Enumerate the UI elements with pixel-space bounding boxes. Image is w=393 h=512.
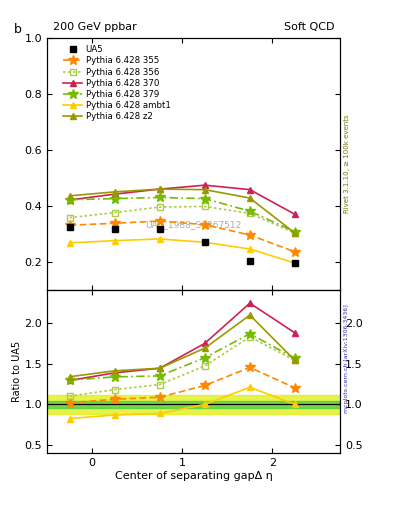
UA5	[67, 224, 72, 230]
Pythia 6.428 379	[202, 196, 207, 202]
Pythia 6.428 379	[67, 197, 72, 203]
Line: Pythia 6.428 379: Pythia 6.428 379	[65, 193, 300, 237]
Text: Rivet 3.1.10, ≥ 100k events: Rivet 3.1.10, ≥ 100k events	[344, 115, 350, 213]
UA5	[158, 226, 162, 232]
Pythia 6.428 356	[292, 230, 297, 236]
Pythia 6.428 ambt1	[248, 246, 252, 252]
Pythia 6.428 356	[202, 203, 207, 209]
Pythia 6.428 ambt1	[292, 260, 297, 266]
Pythia 6.428 356	[248, 210, 252, 217]
Text: mcplots.cern.ch [arXiv:1306.3436]: mcplots.cern.ch [arXiv:1306.3436]	[344, 304, 349, 413]
Pythia 6.428 370	[112, 191, 117, 197]
Line: UA5: UA5	[66, 223, 298, 267]
Pythia 6.428 370	[248, 186, 252, 193]
Line: Pythia 6.428 355: Pythia 6.428 355	[65, 216, 300, 257]
Pythia 6.428 z2	[202, 186, 207, 193]
UA5	[202, 239, 207, 245]
Line: Pythia 6.428 356: Pythia 6.428 356	[67, 204, 298, 236]
Pythia 6.428 ambt1	[202, 239, 207, 245]
Y-axis label: Ratio to UA5: Ratio to UA5	[12, 341, 22, 402]
Pythia 6.428 355	[202, 222, 207, 228]
Pythia 6.428 ambt1	[158, 236, 162, 242]
Pythia 6.428 379	[158, 195, 162, 201]
Line: Pythia 6.428 370: Pythia 6.428 370	[66, 182, 298, 218]
Pythia 6.428 370	[67, 197, 72, 203]
Text: b: b	[14, 23, 22, 36]
Pythia 6.428 ambt1	[67, 240, 72, 246]
Text: UA5_1988_S1867512: UA5_1988_S1867512	[145, 221, 242, 229]
Legend: UA5, Pythia 6.428 355, Pythia 6.428 356, Pythia 6.428 370, Pythia 6.428 379, Pyt: UA5, Pythia 6.428 355, Pythia 6.428 356,…	[63, 45, 171, 121]
Pythia 6.428 z2	[112, 189, 117, 195]
Pythia 6.428 ambt1	[112, 238, 117, 244]
Line: Pythia 6.428 z2: Pythia 6.428 z2	[66, 186, 298, 237]
Pythia 6.428 356	[67, 215, 72, 221]
Pythia 6.428 355	[112, 220, 117, 226]
Pythia 6.428 379	[292, 228, 297, 234]
UA5	[112, 226, 117, 232]
Pythia 6.428 355	[67, 222, 72, 228]
Pythia 6.428 379	[112, 196, 117, 202]
Line: Pythia 6.428 ambt1: Pythia 6.428 ambt1	[66, 236, 298, 267]
Pythia 6.428 356	[112, 209, 117, 216]
Pythia 6.428 370	[292, 211, 297, 218]
Pythia 6.428 379	[248, 208, 252, 215]
X-axis label: Center of separating gapΔ η: Center of separating gapΔ η	[115, 471, 272, 481]
Pythia 6.428 355	[158, 218, 162, 224]
Text: Soft QCD: Soft QCD	[284, 22, 334, 32]
Text: 200 GeV ppbar: 200 GeV ppbar	[53, 22, 137, 32]
UA5	[292, 260, 297, 266]
Pythia 6.428 355	[292, 249, 297, 255]
UA5	[248, 258, 252, 264]
Pythia 6.428 z2	[67, 193, 72, 199]
Pythia 6.428 z2	[292, 230, 297, 236]
Pythia 6.428 z2	[158, 186, 162, 192]
Pythia 6.428 356	[158, 204, 162, 210]
Pythia 6.428 355	[248, 232, 252, 238]
Pythia 6.428 z2	[248, 195, 252, 201]
Pythia 6.428 370	[202, 182, 207, 188]
Pythia 6.428 370	[158, 186, 162, 192]
